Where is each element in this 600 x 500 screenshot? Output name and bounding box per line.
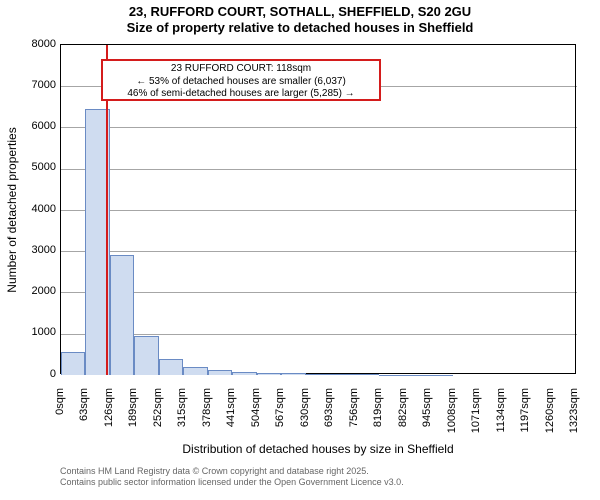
y-tick-label: 1000 [16,326,56,338]
x-tick-label: 630sqm [299,388,311,448]
x-tick-label: 504sqm [250,388,262,448]
x-tick-label: 315sqm [176,388,188,448]
y-tick-label: 7000 [16,79,56,91]
y-tick-label: 6000 [16,120,56,132]
histogram-bar [134,336,158,375]
histogram-bar [330,374,354,375]
x-tick-label: 1008sqm [446,388,458,448]
y-tick-label: 8000 [16,38,56,50]
y-gridline [61,169,577,170]
footer-line1: Contains HM Land Registry data © Crown c… [60,466,404,477]
x-tick-label: 567sqm [274,388,286,448]
y-gridline [61,334,577,335]
chart-title-line2: Size of property relative to detached ho… [0,20,600,36]
annotation-box: 23 RUFFORD COURT: 118sqm← 53% of detache… [101,59,381,101]
histogram-bar [281,373,305,375]
x-tick-label: 756sqm [348,388,360,448]
histogram-bar [257,373,281,375]
annotation-line: 23 RUFFORD COURT: 118sqm [107,63,375,76]
x-tick-label: 252sqm [152,388,164,448]
footer-line2: Contains public sector information licen… [60,477,404,488]
annotation-line: ← 53% of detached houses are smaller (6,… [107,76,375,89]
y-tick-label: 5000 [16,161,56,173]
histogram-bar [355,374,379,375]
histogram-bar [159,359,183,376]
histogram-bar [379,375,403,376]
y-gridline [61,127,577,128]
x-tick-label: 63sqm [78,388,90,448]
x-tick-label: 1071sqm [470,388,482,448]
chart-title-line1: 23, RUFFORD COURT, SOTHALL, SHEFFIELD, S… [0,4,600,20]
histogram-bar [404,375,428,376]
x-tick-label: 882sqm [397,388,409,448]
y-tick-label: 4000 [16,203,56,215]
chart-title: 23, RUFFORD COURT, SOTHALL, SHEFFIELD, S… [0,4,600,37]
y-gridline [61,292,577,293]
histogram-bar [232,372,256,375]
plot-area: 23 RUFFORD COURT: 118sqm← 53% of detache… [60,44,576,374]
x-tick-label: 189sqm [127,388,139,448]
x-tick-label: 441sqm [225,388,237,448]
x-tick-label: 1134sqm [495,388,507,448]
histogram-bar [110,255,134,375]
x-tick-label: 819sqm [372,388,384,448]
y-gridline [61,251,577,252]
y-gridline [61,210,577,211]
x-tick-label: 1197sqm [519,388,531,448]
x-tick-label: 1323sqm [568,388,580,448]
y-tick-label: 0 [16,368,56,380]
x-tick-label: 126sqm [103,388,115,448]
footer-attribution: Contains HM Land Registry data © Crown c… [60,466,404,489]
histogram-bar [61,352,85,375]
x-tick-label: 0sqm [54,388,66,448]
histogram-bar [428,375,452,376]
histogram-bar [208,370,232,375]
annotation-line: 46% of semi-detached houses are larger (… [107,88,375,101]
histogram-bar [306,374,330,375]
y-tick-label: 3000 [16,244,56,256]
x-tick-label: 1260sqm [544,388,556,448]
histogram-bar [183,367,207,375]
y-tick-label: 2000 [16,285,56,297]
x-tick-label: 945sqm [421,388,433,448]
x-tick-label: 378sqm [201,388,213,448]
x-tick-label: 693sqm [323,388,335,448]
